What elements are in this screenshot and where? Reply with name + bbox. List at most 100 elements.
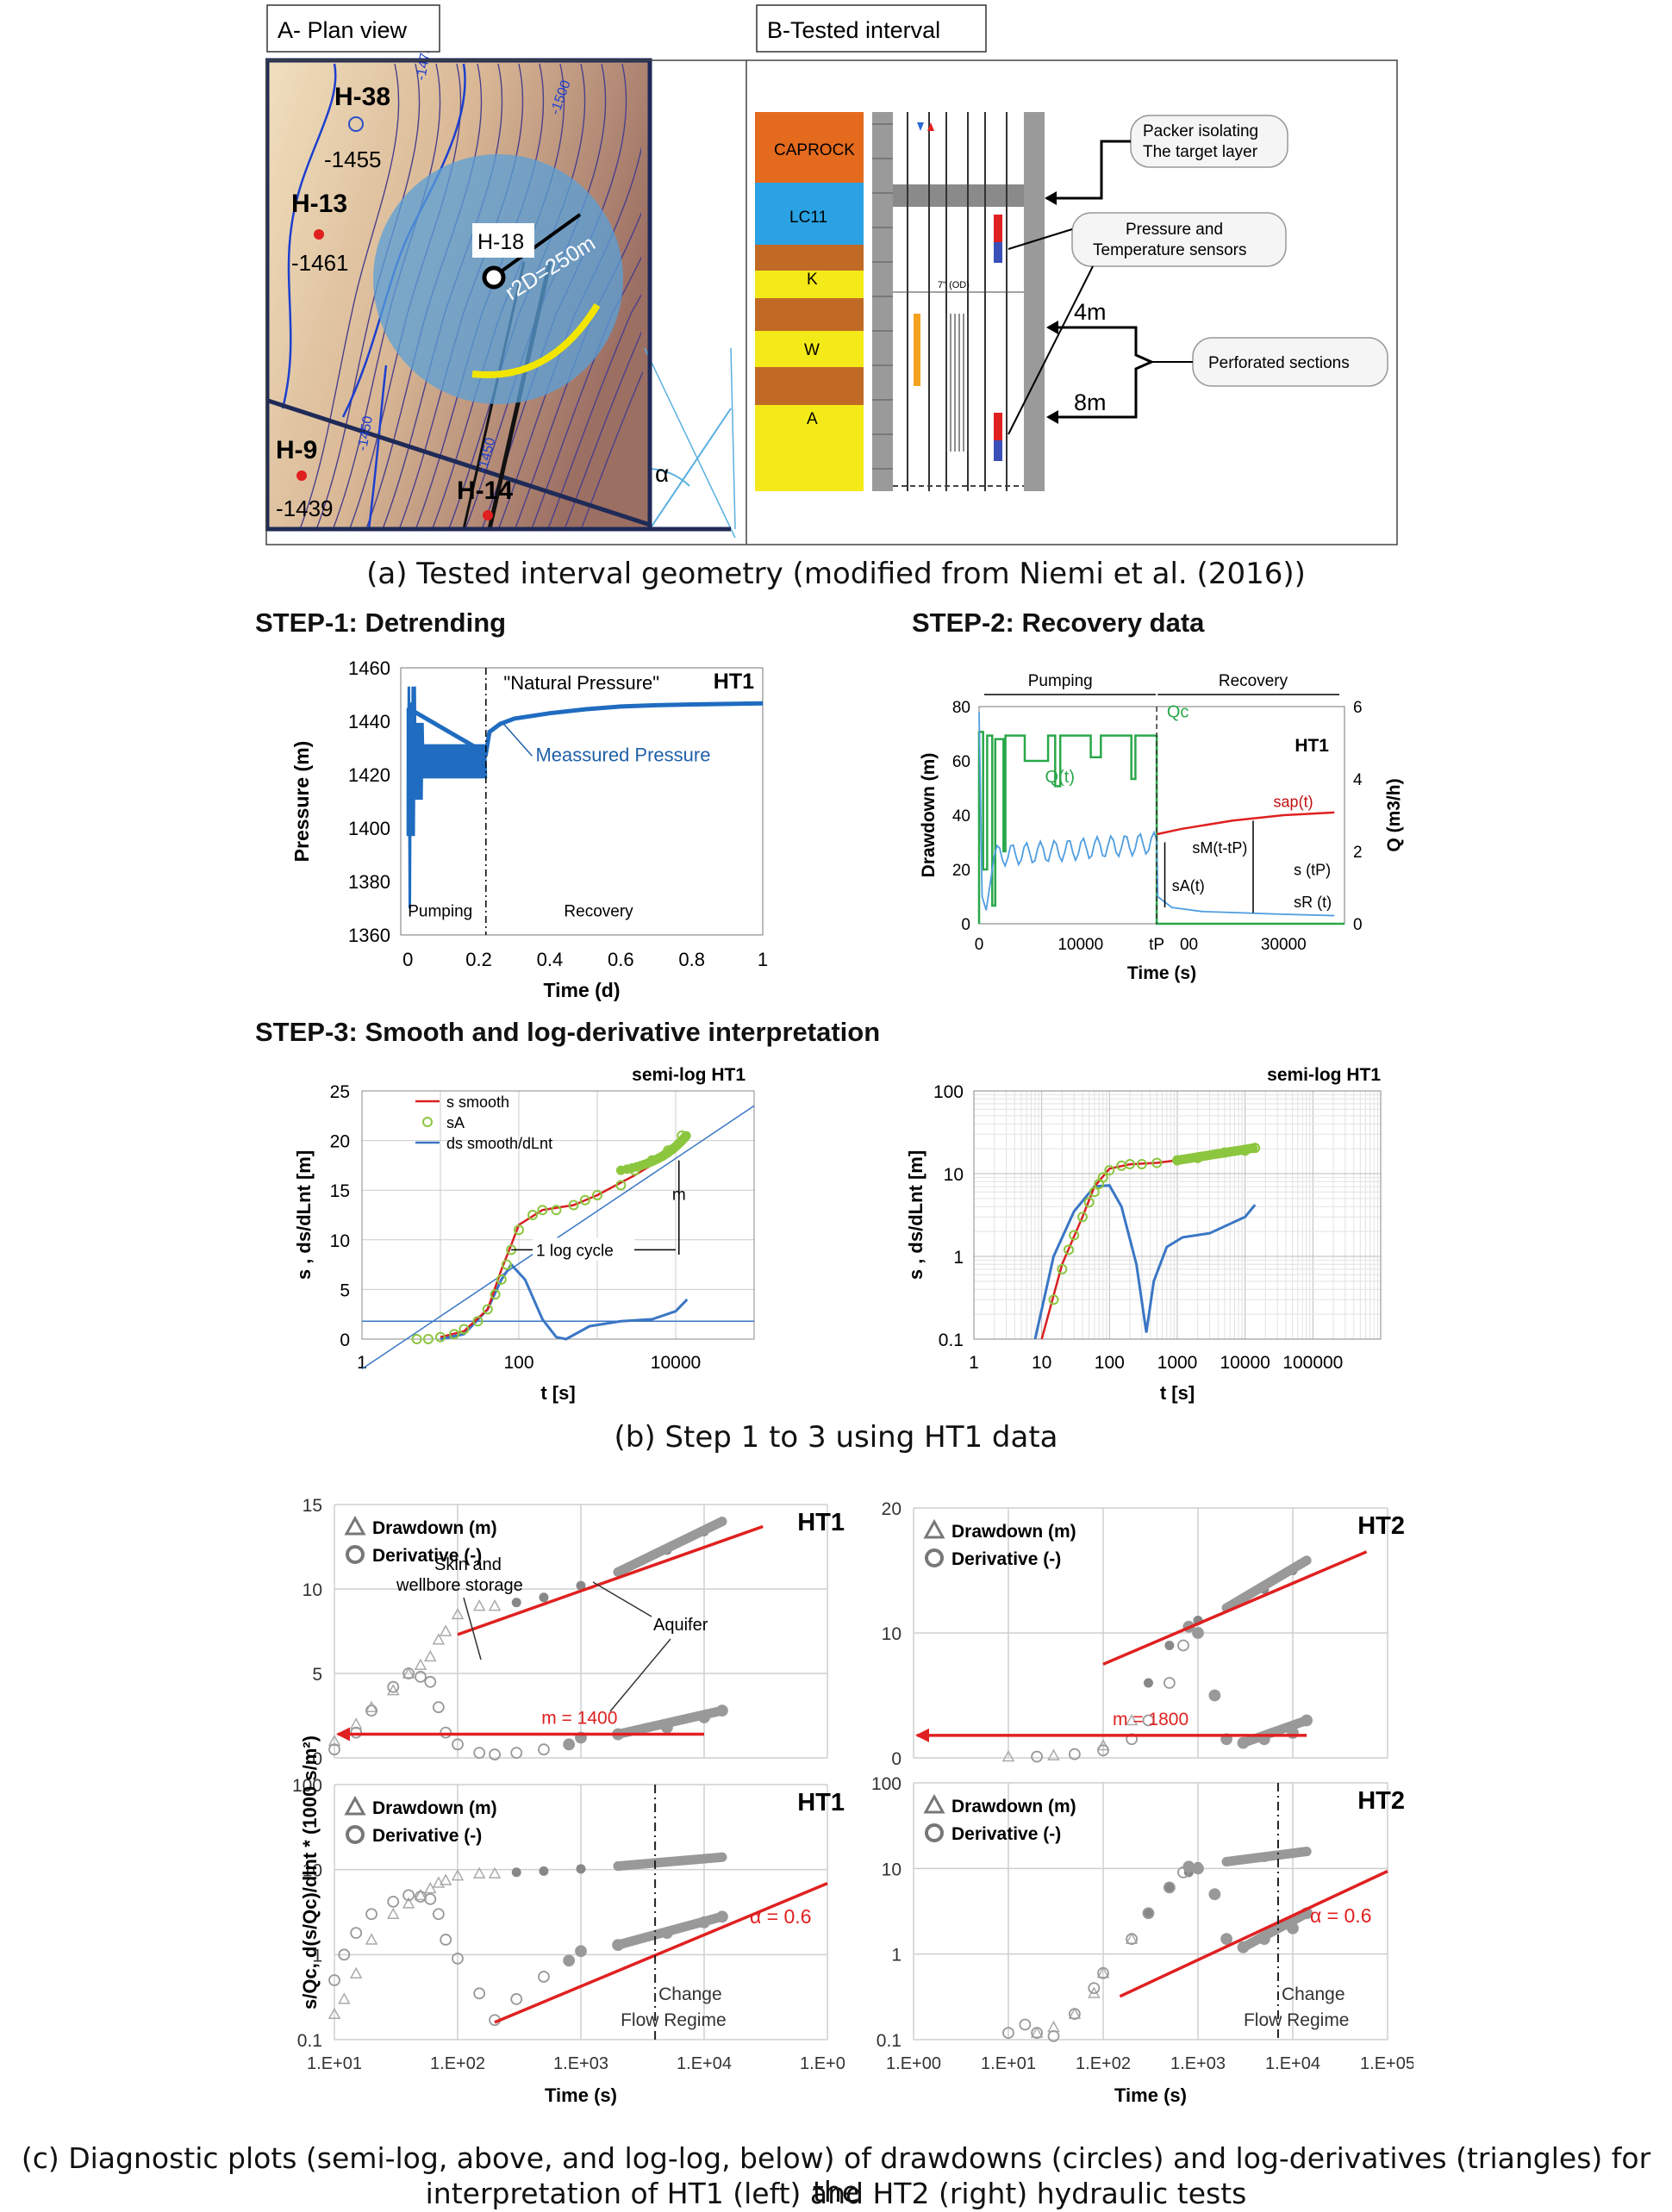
derivative-point	[387, 1895, 400, 1908]
drawdown-point	[1096, 1966, 1110, 1978]
derivative-point	[1088, 1982, 1101, 1995]
legend-label: Derivative (-)	[951, 1824, 1061, 1844]
drawdown-point	[1125, 1932, 1139, 1944]
legend-label: Drawdown (m)	[372, 1518, 497, 1538]
derivative-point	[1142, 1714, 1155, 1727]
sa-point	[472, 1316, 484, 1327]
panel-a: H-18 r2D=250m H-38 -1455 H-13 -1461 H-9 …	[265, 3, 1400, 546]
sa-point	[1048, 1294, 1059, 1305]
derivative-point	[387, 1680, 400, 1693]
x-axis-label: Time (s)	[1114, 2084, 1187, 2106]
drawdown-point	[349, 1966, 363, 1978]
well-h9: H-9 -1439	[276, 436, 334, 521]
contour-line	[547, 63, 653, 529]
legend-label: s smooth	[446, 1094, 509, 1111]
chart-title: HT1	[1295, 736, 1329, 756]
circle-icon	[346, 1545, 365, 1564]
aquifer-arrow-2	[609, 1638, 671, 1712]
y-tick-label: 5	[340, 1280, 350, 1300]
contour-label-1450: -1450	[355, 414, 376, 452]
y-tick-label: 25	[330, 1082, 350, 1102]
y-tick-label: 15	[330, 1181, 350, 1201]
derivative-band	[613, 1705, 727, 1740]
drawdown-point	[488, 1599, 502, 1611]
x-tick-label: 1.E+02	[430, 2054, 485, 2073]
x-axis-label: t [s]	[1160, 1382, 1195, 1404]
x-tick-label: 10000	[1057, 936, 1103, 954]
derivative-point	[1097, 1744, 1109, 1757]
legend-label: Derivative (-)	[372, 1826, 482, 1846]
derivative-point	[1126, 1933, 1139, 1946]
derivative-point	[1192, 1627, 1204, 1639]
drawdown-band	[613, 1852, 727, 1872]
drawdown-point	[439, 1873, 452, 1885]
derivative-point	[1019, 2018, 1032, 2031]
y-tick-label: 1	[891, 1946, 902, 1966]
drawdown-point	[328, 2007, 341, 2020]
svg-text:Pressure and: Pressure and	[1126, 221, 1223, 239]
derivative-band	[613, 1911, 727, 1950]
drawdown-point	[1068, 2007, 1082, 2019]
caption-c-2: interpretation of HT1 (left) and HT2 (ri…	[425, 2177, 1247, 2210]
x-tick-label: 1	[758, 949, 768, 970]
sa-label: sA(t)	[1172, 877, 1205, 894]
chart-title: HT1	[797, 1789, 845, 1816]
sa-point	[496, 1274, 507, 1285]
chart-title: semi-log HT1	[632, 1065, 746, 1085]
derivative-point	[424, 1892, 437, 1905]
circle-icon	[925, 1548, 944, 1567]
pressure-line	[406, 701, 764, 757]
m-label: m	[672, 1187, 686, 1205]
derivative-point	[365, 1704, 377, 1717]
derivative-point	[473, 1747, 486, 1760]
fit-line	[361, 1105, 755, 1370]
y2-tick-label: 2	[1353, 844, 1363, 862]
y-tick-label: 0.1	[297, 2031, 322, 2051]
drawdown-point	[539, 1592, 549, 1603]
drawdown-point	[1001, 1749, 1015, 1762]
drawdown-point	[424, 1881, 437, 1894]
svg-text:CAPROCK: CAPROCK	[774, 141, 855, 159]
drawdown-point	[576, 1864, 586, 1874]
x-axis-label: Time (s)	[1127, 963, 1196, 983]
sa-point	[1097, 1172, 1108, 1183]
svg-text:A: A	[807, 410, 818, 428]
y-tick-label: 80	[952, 699, 970, 717]
derivative-point	[350, 1726, 363, 1739]
derivative-point	[1047, 2029, 1060, 2042]
y-tick-label: 10	[330, 1231, 350, 1251]
chart-title: HT1	[714, 670, 754, 694]
drawdown-point	[414, 1888, 427, 1901]
chart-title: HT1	[797, 1509, 845, 1536]
plot-area	[361, 1090, 755, 1340]
drawdown-point	[1164, 1882, 1175, 1892]
svg-text:-1461: -1461	[291, 250, 349, 276]
recovery-label: Recovery	[1219, 672, 1288, 690]
legend-swatch	[422, 1117, 433, 1127]
derivative-point	[473, 1987, 486, 2000]
drawdown-point	[488, 1866, 502, 1879]
drawdown-point	[1047, 2020, 1060, 2033]
x-tick-label: 1.E+04	[677, 2054, 732, 2073]
y-tick-label: 100	[292, 1776, 322, 1796]
sa-point	[422, 1334, 434, 1344]
natural-label: "Natural Pressure"	[503, 672, 659, 694]
x-tick-label: 0.2	[465, 949, 492, 970]
y-tick-label: 100	[933, 1082, 964, 1102]
y-tick-label: 0.1	[877, 2031, 902, 2051]
x-tick-label: 100	[503, 1353, 533, 1373]
y-tick-label: 1	[953, 1248, 964, 1268]
y-tick-label: 0	[312, 1749, 322, 1769]
y-tick-label: 1460	[348, 657, 390, 679]
svg-text:H-14: H-14	[457, 477, 513, 505]
sa-point	[1104, 1165, 1115, 1176]
sm-label: sM(t-tP)	[1192, 839, 1247, 857]
m-arrow-head	[336, 1727, 350, 1742]
svg-text:-1455: -1455	[324, 146, 382, 172]
derivative-point	[1031, 1750, 1044, 1763]
drawdown-point	[424, 1649, 437, 1662]
x-tick-label: 0.8	[678, 949, 705, 970]
x-tick-label: 10000	[1220, 1353, 1270, 1373]
caption-a: (a) Tested interval geometry (modified f…	[366, 557, 1306, 591]
chart-c-semi-ht2: 0 10 20 HT2 Drawdown (m) Derivative (-) m = 18…	[882, 1499, 1405, 1769]
